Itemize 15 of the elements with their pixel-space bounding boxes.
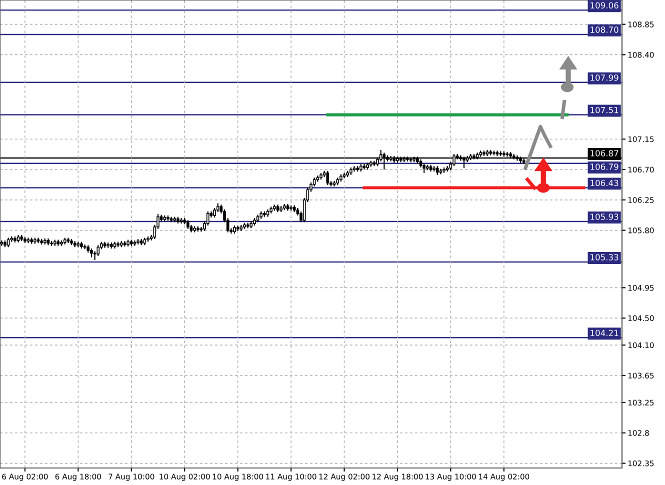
candlestick bbox=[96, 244, 100, 257]
ref-line-label: 106.87 bbox=[590, 150, 618, 156]
ref-line-label: 109.06 bbox=[590, 2, 618, 9]
candlestick bbox=[93, 250, 96, 261]
ref-line-label: 105.33 bbox=[590, 254, 618, 260]
ref-line-label: 107.51 bbox=[590, 106, 618, 114]
ref-line-label: 107.99 bbox=[590, 74, 618, 81]
ref-line-label: 104.21 bbox=[590, 330, 618, 336]
ref-line-label: 106.43 bbox=[590, 180, 618, 186]
candlestick bbox=[326, 170, 330, 186]
candlestick bbox=[422, 162, 426, 174]
ref-line-label: 106.79 bbox=[590, 164, 618, 170]
ref-line-label: 105.93 bbox=[590, 214, 618, 220]
ref-line-label: 108.70 bbox=[590, 26, 618, 33]
candlestick bbox=[213, 207, 216, 218]
